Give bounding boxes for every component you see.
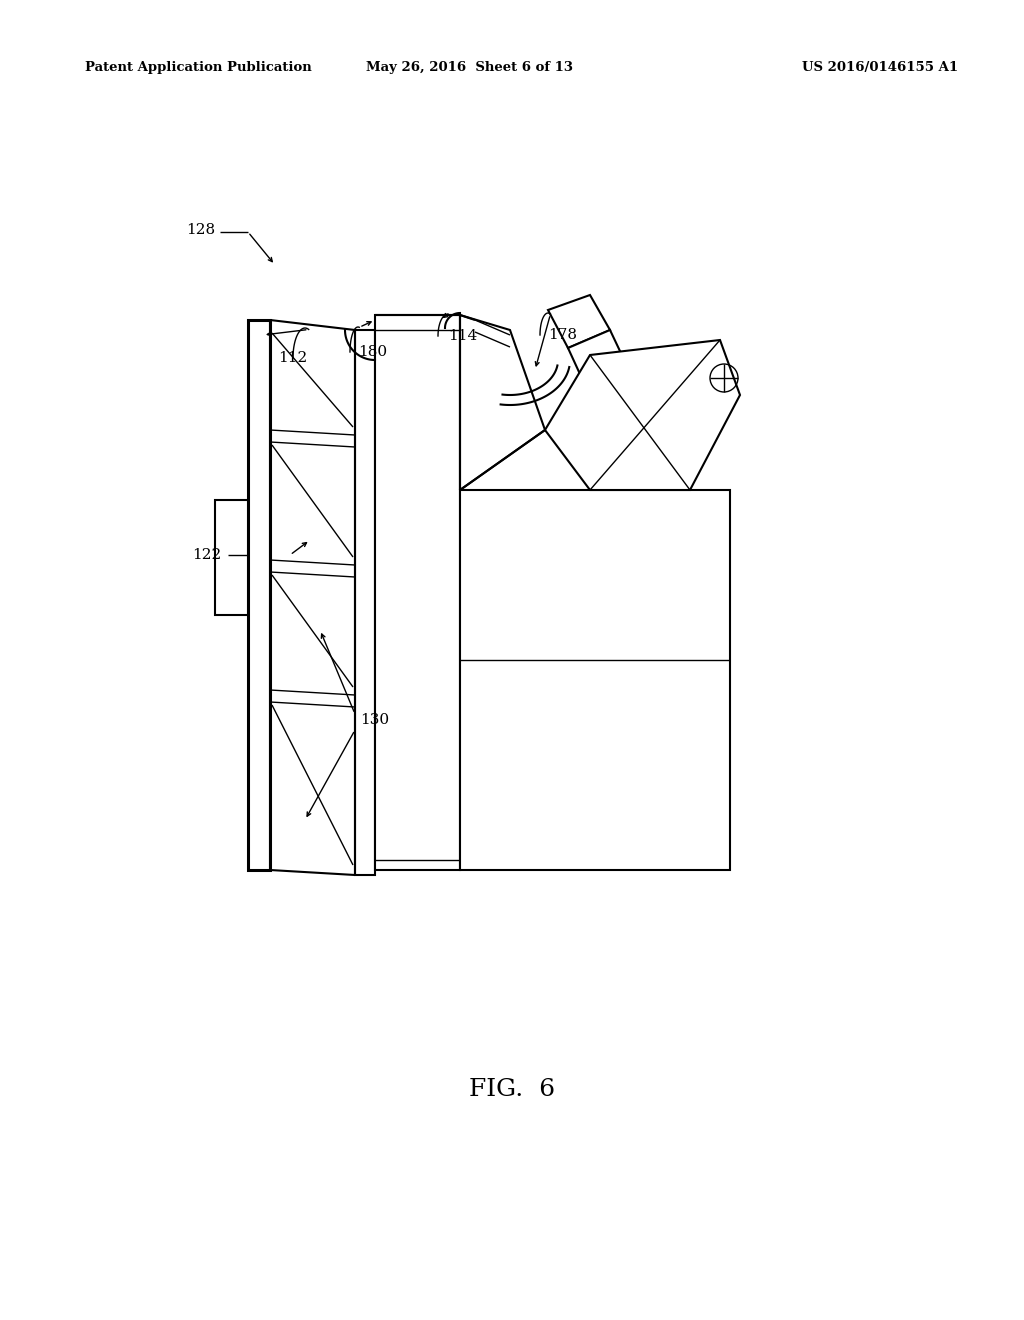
Text: 130: 130 — [360, 713, 389, 727]
Text: 112: 112 — [278, 351, 307, 366]
Text: FIG.  6: FIG. 6 — [469, 1078, 555, 1101]
Polygon shape — [375, 315, 460, 870]
Polygon shape — [460, 490, 730, 870]
Text: 178: 178 — [548, 327, 577, 342]
Polygon shape — [548, 294, 610, 348]
Polygon shape — [568, 330, 628, 385]
Polygon shape — [215, 500, 248, 615]
Polygon shape — [355, 330, 375, 875]
Polygon shape — [460, 315, 545, 490]
Text: 114: 114 — [449, 329, 477, 343]
Polygon shape — [248, 319, 270, 870]
Text: US 2016/0146155 A1: US 2016/0146155 A1 — [802, 62, 958, 74]
Text: Patent Application Publication: Patent Application Publication — [85, 62, 311, 74]
Text: May 26, 2016  Sheet 6 of 13: May 26, 2016 Sheet 6 of 13 — [367, 62, 573, 74]
Text: 128: 128 — [186, 223, 215, 238]
Text: 180: 180 — [358, 345, 387, 359]
Text: 122: 122 — [193, 548, 221, 562]
Polygon shape — [545, 341, 740, 490]
